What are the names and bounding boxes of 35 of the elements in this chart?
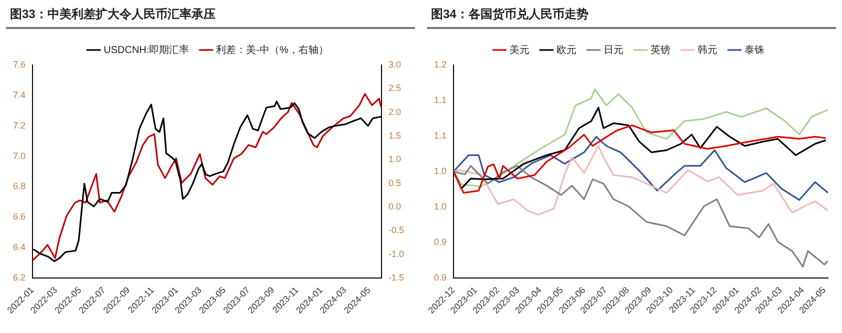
legend-label: 欧元 bbox=[556, 44, 576, 56]
y-tick-label: 0.9 bbox=[434, 272, 447, 282]
y2-tick-label: 0.5 bbox=[388, 178, 402, 188]
y-tick-label: 1.1 bbox=[434, 94, 447, 105]
legend-label: 美元 bbox=[510, 44, 530, 56]
y-tick-label: 7.6 bbox=[12, 59, 26, 70]
legend-label: 英镑 bbox=[650, 44, 670, 56]
y2-tick-label: 3.0 bbox=[388, 59, 402, 70]
y-tick-label: 1.2 bbox=[434, 59, 447, 70]
y2-tick-label: -0.5 bbox=[388, 225, 404, 236]
chart-title: 图33：中美利差扩大令人民币汇率承压 bbox=[6, 0, 415, 29]
y-tick-label: 7.2 bbox=[12, 120, 26, 130]
legend-label: 韩元 bbox=[698, 44, 718, 56]
y-tick-label: 7.0 bbox=[12, 150, 26, 161]
y2-tick-label: 1.5 bbox=[388, 130, 402, 140]
y-tick-label: 6.6 bbox=[12, 212, 26, 222]
y-tick-label: 1.0 bbox=[434, 201, 447, 212]
y-tick-label: 6.8 bbox=[12, 181, 26, 192]
y2-tick-label: 1.0 bbox=[388, 154, 402, 164]
y-tick-label: 6.2 bbox=[12, 272, 26, 282]
y-tick-label: 0.9 bbox=[434, 236, 447, 247]
y2-tick-label: -1.0 bbox=[388, 248, 404, 259]
legend-label: USDCNH:即期汇率 bbox=[104, 44, 190, 56]
chart-title: 图34：各国货币兑人民币走势 bbox=[427, 0, 836, 29]
y2-tick-label: 2.0 bbox=[388, 106, 402, 117]
y-tick-label: 1.1 bbox=[434, 130, 447, 140]
legend-label: 日元 bbox=[604, 44, 624, 56]
y2-tick-label: 2.5 bbox=[388, 83, 402, 94]
legend-label: 利差：美-中（%，右轴） bbox=[216, 44, 328, 56]
y2-tick-label: 0.0 bbox=[388, 201, 402, 212]
legend-label: 泰铢 bbox=[744, 44, 764, 56]
y2-tick-label: -1.5 bbox=[388, 272, 404, 282]
y-tick-label: 1.0 bbox=[434, 166, 447, 176]
y-tick-label: 6.4 bbox=[12, 242, 26, 252]
y-tick-label: 7.4 bbox=[12, 90, 26, 100]
